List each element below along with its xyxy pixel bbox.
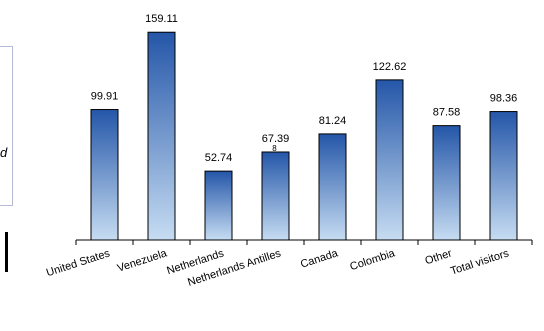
x-axis bbox=[75, 239, 533, 245]
data-label: 99.91 bbox=[91, 91, 119, 103]
left-panel-text: d bbox=[0, 145, 8, 160]
left-bracket bbox=[0, 232, 8, 272]
bar bbox=[204, 170, 233, 241]
data-label: 67.39 bbox=[262, 133, 290, 145]
x-tick-label: Canada bbox=[299, 247, 340, 271]
bars bbox=[90, 31, 518, 241]
data-label: 87.58 bbox=[433, 107, 461, 119]
data-label: 81.24 bbox=[319, 115, 347, 127]
x-tick-label: United States bbox=[45, 247, 112, 279]
x-tick-label: Total visitors bbox=[449, 247, 511, 277]
data-label: 122.62 bbox=[373, 61, 407, 73]
x-tick-label: Colombia bbox=[349, 247, 398, 273]
data-label: 159.11 bbox=[145, 13, 178, 25]
left-panel-frame bbox=[0, 46, 13, 206]
bar bbox=[90, 109, 119, 241]
bar bbox=[432, 125, 461, 241]
data-label: 52.74 bbox=[205, 152, 233, 164]
bar bbox=[318, 133, 347, 241]
bar bbox=[261, 151, 290, 241]
x-tick-label: Venezuela bbox=[116, 247, 169, 275]
value-labels: 99.91 159.11 52.74 67.398 81.24 122.62 87.58 98… bbox=[91, 13, 518, 164]
bar bbox=[375, 79, 404, 241]
bar bbox=[147, 31, 176, 241]
x-tick-label: Other bbox=[424, 247, 454, 267]
data-label: 98.36 bbox=[490, 93, 518, 105]
x-tick-labels: United States VenezuelaNetherlandsNetherl… bbox=[45, 247, 511, 289]
stray-data-label: 8 bbox=[272, 144, 277, 153]
bar bbox=[489, 111, 518, 241]
